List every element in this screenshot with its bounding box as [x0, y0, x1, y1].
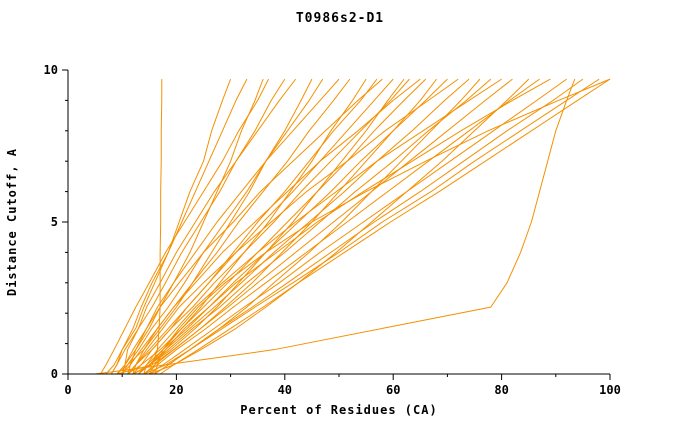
model-curve — [154, 78, 584, 375]
x-tick-label: 0 — [64, 383, 71, 397]
model-curve — [121, 78, 297, 375]
x-tick-label: 100 — [599, 383, 621, 397]
x-tick-label: 40 — [278, 383, 292, 397]
x-tick-label: 20 — [169, 383, 183, 397]
model-curve — [110, 78, 248, 375]
model-curve — [132, 78, 459, 375]
tick-labels: 0 20 40 60 80 100 0 5 10 — [44, 63, 621, 397]
model-curve — [116, 79, 163, 375]
tick-marks — [62, 69, 611, 380]
model-curve — [127, 78, 340, 375]
model-curve — [121, 78, 351, 375]
x-tick-label: 80 — [494, 383, 508, 397]
y-axis-label: Distance Cutoff, A — [5, 148, 19, 296]
model-curve — [116, 78, 264, 375]
y-tick-label: 0 — [51, 367, 58, 381]
model-curve — [127, 78, 394, 375]
model-curve — [127, 78, 367, 375]
model-curve — [132, 78, 405, 375]
y-tick-label: 5 — [51, 215, 58, 229]
model-curve — [138, 78, 470, 375]
model-curve — [143, 78, 513, 375]
model-curve — [154, 78, 611, 375]
model-curve — [138, 78, 492, 375]
model-curve — [154, 78, 600, 375]
x-tick-label: 60 — [386, 383, 400, 397]
x-axis-label: Percent of Residues (CA) — [240, 403, 437, 417]
model-curve — [149, 78, 567, 375]
model-curve — [159, 78, 611, 375]
y-tick-label: 10 — [44, 63, 58, 77]
model-curve — [100, 78, 269, 375]
model-curve — [148, 78, 551, 375]
model-curve — [127, 78, 410, 375]
model-curve — [149, 78, 530, 375]
model-curves — [95, 78, 611, 375]
chart-title: T0986s2-D1 — [296, 11, 384, 26]
model-curve — [121, 78, 383, 375]
model-curve — [121, 78, 324, 375]
model-curve — [95, 78, 576, 375]
model-curve — [143, 78, 540, 375]
model-curve — [132, 78, 421, 375]
model-curve — [110, 78, 286, 375]
model-curve — [143, 78, 502, 375]
